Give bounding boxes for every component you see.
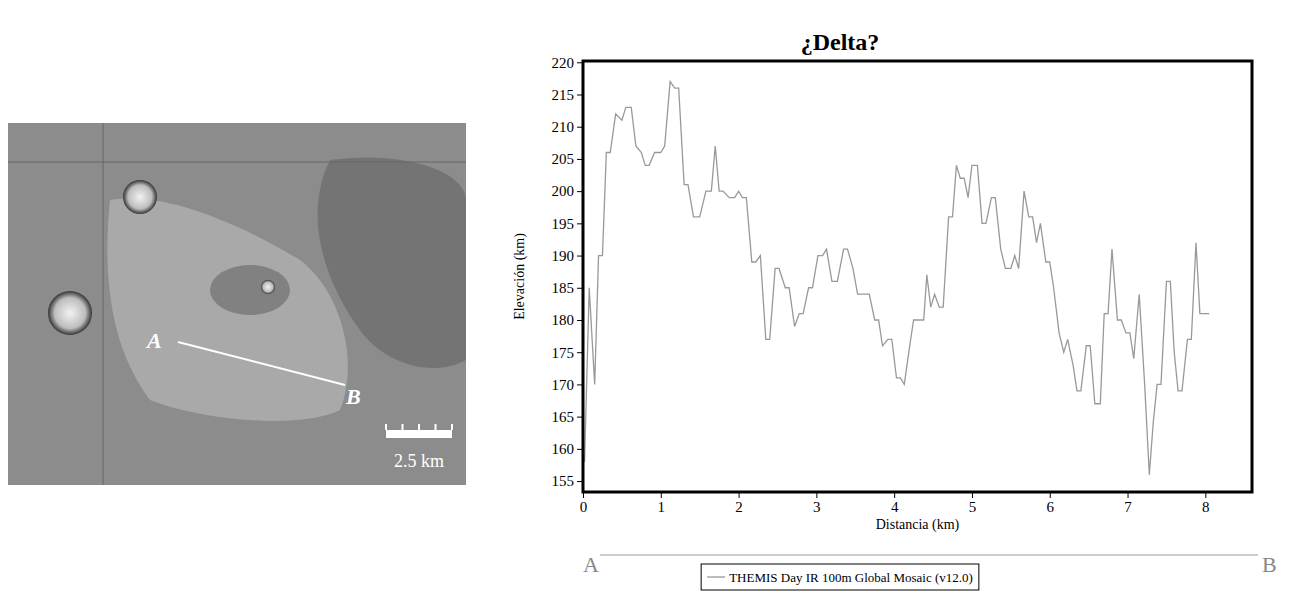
legend-box <box>701 564 979 590</box>
point-label: A <box>145 328 162 353</box>
tick: 0 <box>580 492 588 515</box>
chart-title: ¿Delta? <box>801 29 880 55</box>
tick-label: 205 <box>552 151 575 167</box>
point-label: B <box>345 384 361 409</box>
scale-bar-tick <box>418 424 420 430</box>
tick-label: 200 <box>552 183 575 199</box>
scale-bar-tick <box>402 424 404 430</box>
tick: 215 <box>552 87 584 103</box>
map-panel: A B 2.5 km <box>8 123 466 485</box>
tick: 5 <box>969 492 977 515</box>
tick: 205 <box>552 151 584 167</box>
tick: 180 <box>552 312 584 328</box>
x-axis: 0 1 2 3 4 5 6 7 8 <box>580 492 1253 515</box>
tick-label: 1 <box>658 499 666 515</box>
tick: 175 <box>552 344 584 360</box>
map-dark-region <box>210 265 290 315</box>
scale-bar-tick <box>451 424 453 430</box>
scale-bar <box>386 430 452 438</box>
tick-label: 215 <box>552 87 575 103</box>
tick-label: 190 <box>552 248 575 264</box>
tick: 195 <box>552 216 584 232</box>
legend: THEMIS Day IR 100m Global Mosaic (v12.0) <box>701 564 979 590</box>
map-grid-line <box>8 162 466 163</box>
tick: 1 <box>658 492 666 515</box>
map-crater <box>48 291 92 335</box>
tick: 210 <box>552 119 584 135</box>
tick: 170 <box>552 377 584 393</box>
tick: 155 <box>552 473 584 489</box>
tick-label: 160 <box>552 441 575 457</box>
tick-label: 3 <box>813 499 821 515</box>
tick-label: 185 <box>552 280 575 296</box>
legend-swatch <box>707 576 725 577</box>
tick: 160 <box>552 441 584 457</box>
map-crater <box>123 180 157 214</box>
tick-label: 0 <box>580 499 588 515</box>
map-crater <box>261 280 275 294</box>
tick: 200 <box>552 183 584 199</box>
map-light-deposit <box>107 198 347 420</box>
profile-line <box>585 82 1210 475</box>
tick-label: 4 <box>891 499 899 515</box>
profile-line <box>178 342 345 385</box>
tick-label: 6 <box>1046 499 1054 515</box>
tick-label: 180 <box>552 312 575 328</box>
map-grid-line <box>103 123 104 485</box>
tick-label: 195 <box>552 216 575 232</box>
tick: 220 <box>552 55 584 71</box>
tick-label: 2 <box>735 499 743 515</box>
tick-label: 210 <box>552 119 575 135</box>
tick: 4 <box>891 492 899 515</box>
tick-label: 165 <box>552 409 575 425</box>
y-axis: 155 160 165 170 175 180 185 190 195 200 205 210 215 2… <box>552 55 584 493</box>
canvas: AB2.5 km¿Delta?0123456781551601651701751… <box>0 0 1290 602</box>
tick-label: 7 <box>1124 499 1132 515</box>
profile-end-label: B <box>1262 552 1277 577</box>
tick-label: 170 <box>552 377 575 393</box>
y-axis-title: Elevación (km) <box>512 233 528 320</box>
legend-label: THEMIS Day IR 100m Global Mosaic (v12.0) <box>729 570 973 585</box>
scale-bar-label: 2.5 km <box>394 451 444 471</box>
plot-area <box>585 82 1210 475</box>
tick-label: 155 <box>552 473 575 489</box>
tick: 165 <box>552 409 584 425</box>
tick: 8 <box>1202 492 1210 515</box>
tick-label: 220 <box>552 55 575 71</box>
tick: 6 <box>1046 492 1054 515</box>
tick-label: 175 <box>552 344 575 360</box>
plot-frame <box>583 61 1252 492</box>
tick: 185 <box>552 280 584 296</box>
profile-end-label: A <box>583 552 599 577</box>
tick: 190 <box>552 248 584 264</box>
tick: 3 <box>813 492 821 515</box>
tick-label: 5 <box>969 499 977 515</box>
map-background <box>8 123 466 485</box>
map-dark-region <box>318 157 466 368</box>
tick: 2 <box>735 492 743 515</box>
scale-bar-tick <box>385 424 387 430</box>
tick-label: 8 <box>1202 499 1210 515</box>
profile-rule <box>600 554 1258 555</box>
x-axis-title: Distancia (km) <box>876 517 960 533</box>
tick: 7 <box>1124 492 1132 515</box>
scale-bar-tick <box>435 424 437 430</box>
